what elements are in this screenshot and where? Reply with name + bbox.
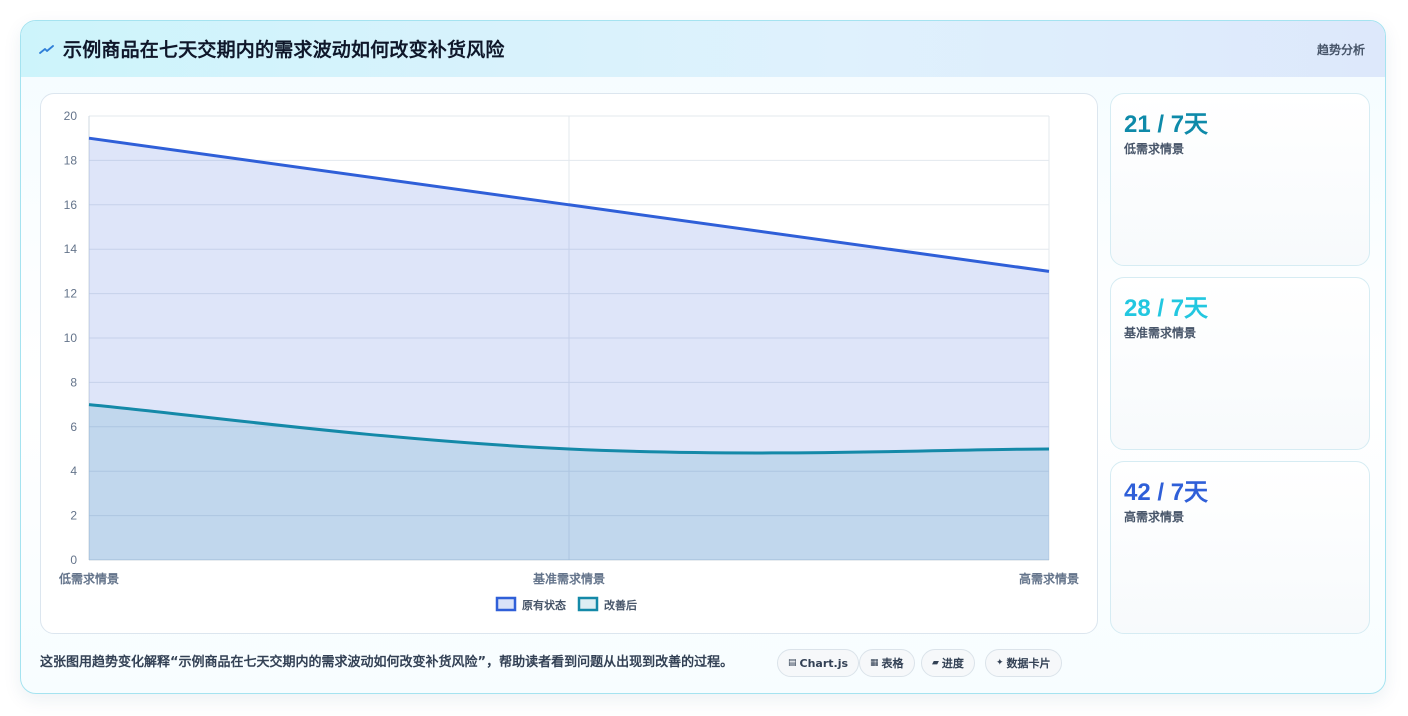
chip-label: 表格: [881, 657, 904, 670]
chart-caption: 这张图用趋势变化解释“示例商品在七天交期内的需求波动如何改变补货风险”，帮助读者…: [40, 655, 734, 670]
stat-label: 高需求情景: [1124, 510, 1185, 524]
legend-swatch: [495, 596, 517, 612]
stat-label: 基准需求情景: [1124, 326, 1197, 340]
y-tick-label: 20: [64, 109, 78, 123]
chip-table[interactable]: ▦ 表格: [859, 649, 915, 677]
stat-value: 28 / 7天: [1124, 295, 1209, 322]
chip-progress[interactable]: ▰ 进度: [921, 649, 975, 677]
card-header: 示例商品在七天交期内的需求波动如何改变补货风险 趋势分析: [21, 21, 1385, 77]
stat-value: 21 / 7天: [1124, 111, 1209, 138]
stat-value: 42 / 7天: [1124, 479, 1209, 506]
series-line: [88, 136, 1050, 273]
y-tick-label: 6: [70, 420, 77, 434]
x-tick-label: 高需求情景: [1019, 571, 1079, 586]
series-area: [89, 138, 1049, 560]
y-tick-label: 16: [64, 198, 78, 212]
chip-data-cards[interactable]: ✦ 数据卡片: [985, 649, 1062, 677]
series-area: [89, 404, 1049, 560]
series-line: [88, 403, 1050, 455]
table-icon: ▦: [870, 658, 879, 668]
category-tag: 趋势分析: [1316, 43, 1365, 57]
page-title: 示例商品在七天交期内的需求波动如何改变补货风险: [63, 39, 505, 61]
legend-label: 原有状态: [522, 598, 566, 612]
legend-swatch: [577, 596, 599, 612]
y-tick-label: 12: [64, 287, 78, 301]
stat-card-base: 28 / 7天 基准需求情景: [1110, 277, 1370, 450]
y-tick-label: 14: [64, 242, 78, 256]
trend-icon: [39, 45, 54, 54]
y-tick-label: 18: [64, 153, 78, 167]
chip-label: Chart.js: [799, 656, 849, 670]
y-tick-label: 0: [70, 553, 77, 567]
y-tick-label: 8: [70, 375, 77, 389]
chip-label: 数据卡片: [1006, 657, 1051, 670]
x-tick-label: 基准需求情景: [532, 571, 605, 586]
y-tick-label: 4: [70, 464, 77, 478]
chart-panel: 0 2 4 6 8 10 12 14 16 18 20 低需求情景 基准需求情景 高需求情景原有状态 改善后: [40, 93, 1098, 634]
x-tick-label: 低需求情景: [58, 571, 119, 586]
chart-icon: ▤: [788, 658, 797, 668]
chip-chartjs[interactable]: ▤ Chart.js: [777, 649, 860, 677]
legend-label: 改善后: [604, 598, 637, 612]
stat-card-low: 21 / 7天 低需求情景: [1110, 93, 1370, 266]
y-tick-label: 10: [64, 331, 78, 345]
report-card: 示例商品在七天交期内的需求波动如何改变补货风险 趋势分析 0 2 4 6 8 10 12 14…: [20, 20, 1386, 694]
sparkle-icon: ✦: [996, 658, 1004, 668]
y-tick-label: 2: [70, 509, 77, 523]
stat-card-high: 42 / 7天 高需求情景: [1110, 461, 1370, 634]
stat-label: 低需求情景: [1124, 142, 1185, 156]
progress-icon: ▰: [932, 658, 939, 668]
chip-label: 进度: [941, 657, 964, 670]
